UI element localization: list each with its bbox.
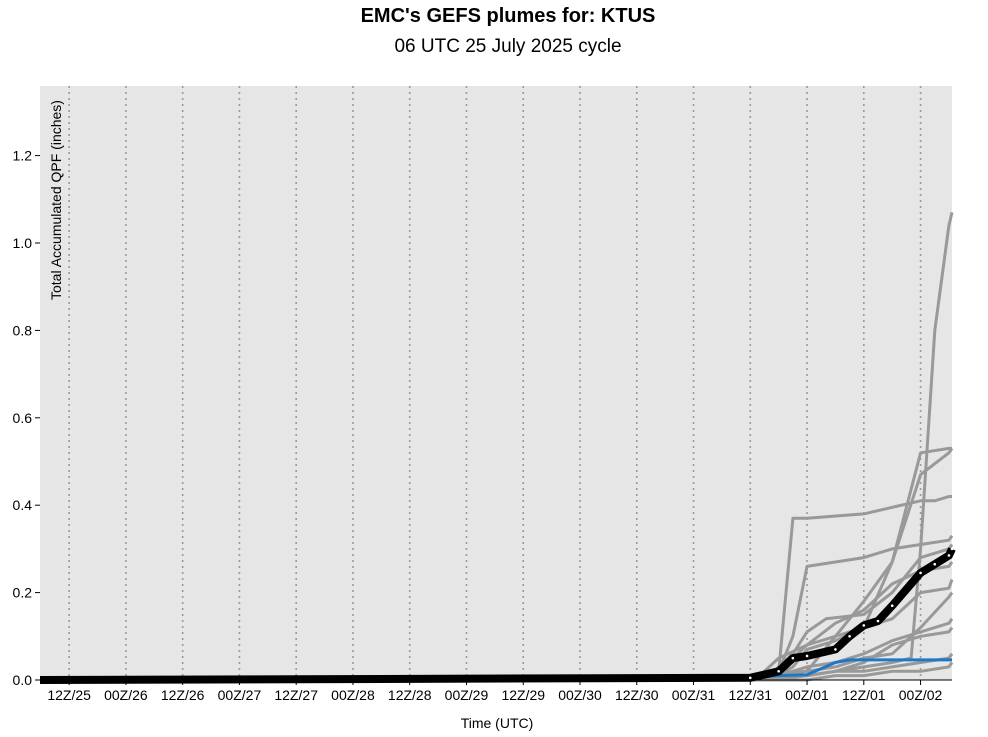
y-tick-label: 0.4 [13,497,33,513]
mean-point [791,656,795,660]
x-tick-label: 12Z/29 [501,687,545,703]
y-tick-label: 0.8 [13,322,33,338]
plot-area [40,86,952,680]
mean-point [805,654,809,658]
mean-point [777,669,780,673]
x-tick-label: 12Z/01 [842,687,886,703]
x-tick-label: 12Z/27 [274,687,318,703]
mean-point [890,604,894,608]
x-tick-label: 12Z/30 [615,687,659,703]
ensemble-mean-line [39,547,956,684]
x-tick-label: 00Z/28 [331,687,375,703]
mean-point [933,562,937,566]
mean-point [848,635,851,638]
x-tick-label: 00Z/29 [445,687,489,703]
x-tick-label: 00Z/31 [672,687,716,703]
x-axis-label: Time (UTC) [461,715,534,731]
mean-point [748,676,752,680]
y-tick-label: 1.2 [13,148,33,164]
x-tick-label: 00Z/27 [218,687,262,703]
mean-series-group [39,547,956,684]
x-tick-label: 12Z/25 [47,687,91,703]
chart-title: EMC's GEFS plumes for: KTUS [360,5,656,27]
mean-point [919,571,922,575]
chart-subtitle: 06 UTC 25 July 2025 cycle [394,36,622,57]
x-tick-label: 12Z/31 [728,687,772,703]
member-line-13 [39,617,954,682]
x-tick-label: 12Z/26 [161,687,205,703]
x-tick-label: 00Z/01 [785,687,829,703]
y-tick-label: 0.2 [13,585,33,601]
mean-point [947,554,951,557]
y-axis-ticks: 0.0 0.2 0.4 0.6 0.8 1.0 1.2 [13,148,40,688]
mean-point [834,648,837,651]
x-tick-label: 00Z/30 [558,687,602,703]
y-axis-label: Total Accumulated QPF (inches) [48,100,64,300]
mean-point [950,547,954,551]
y-tick-label: 1.0 [13,235,33,251]
y-tick-label: 0.0 [13,672,33,688]
x-tick-label: 00Z/02 [899,687,943,703]
mean-point [876,619,880,623]
x-tick-label: 12Z/28 [388,687,432,703]
y-tick-label: 0.6 [13,410,33,426]
x-tick-label: 00Z/26 [104,687,148,703]
x-axis-ticks: 12Z/25 00Z/26 12Z/26 00Z/27 12Z/27 00Z/28 12Z/… [47,680,943,703]
mean-point [862,624,866,627]
